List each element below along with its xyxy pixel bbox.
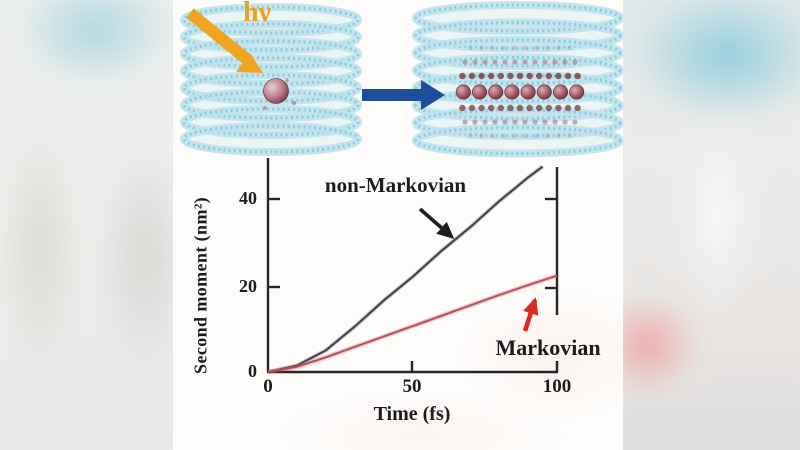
x-axis-title: Time (fs)	[373, 403, 451, 425]
x-tick-0: 0	[263, 376, 273, 397]
y-axis-title: Second moment (nm²)	[190, 196, 211, 374]
exciton-delocalized	[455, 45, 585, 139]
figure-panel: hν Second moment (nm²) Time (fs) 40 20 0…	[173, 0, 623, 450]
non-markovian-label: non-Markovian	[324, 173, 467, 197]
nanotube-before	[180, 3, 362, 156]
photon-label: hν	[242, 0, 272, 28]
non-markovian-annotation-arrow	[418, 207, 455, 239]
y-tick-0: 0	[248, 361, 257, 381]
markovian-label: Markovian	[495, 335, 601, 360]
y-tick-20: 20	[239, 276, 257, 296]
transfer-arrow-icon	[362, 80, 445, 110]
nanotube-after	[412, 1, 623, 158]
y-tick-40: 40	[239, 188, 257, 208]
markovian-annotation-arrow	[522, 297, 539, 332]
blurred-backdrop-right	[612, 0, 800, 450]
exciton-localized	[263, 78, 289, 104]
blurred-backdrop-left	[0, 0, 185, 450]
x-tick-100: 100	[542, 376, 572, 397]
exciton-localized-satellite-dots	[263, 78, 297, 110]
x-tick-50: 50	[402, 376, 422, 397]
